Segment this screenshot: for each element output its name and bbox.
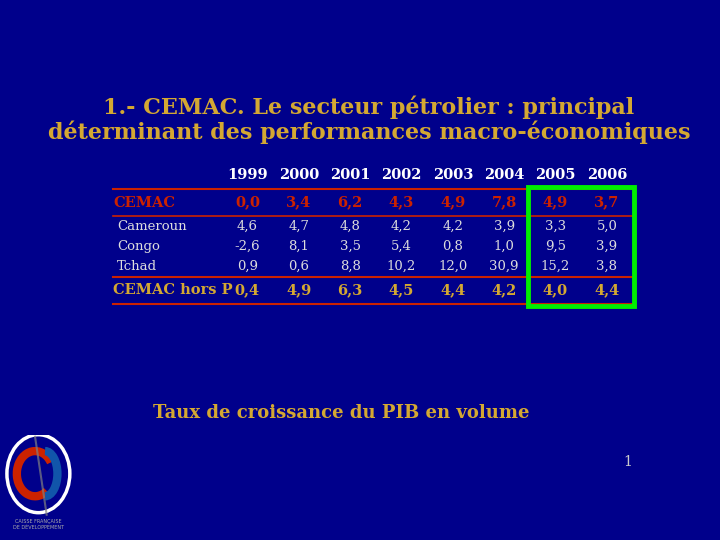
Text: 5,4: 5,4 [391,240,412,253]
Text: 15,2: 15,2 [541,260,570,273]
Text: Taux de croissance du PIB en volume: Taux de croissance du PIB en volume [153,404,529,422]
Text: 4,9: 4,9 [286,284,311,298]
Text: 4,4: 4,4 [440,284,465,298]
Text: 0,4: 0,4 [235,284,260,298]
Text: 3,3: 3,3 [545,220,566,233]
Text: 4,0: 4,0 [543,284,568,298]
Text: 2004: 2004 [484,168,524,182]
Text: 6,3: 6,3 [338,284,363,298]
Text: 4,9: 4,9 [543,195,568,210]
Text: 2000: 2000 [279,168,319,182]
Text: 0,9: 0,9 [237,260,258,273]
Text: 2003: 2003 [433,168,473,182]
Text: 4,6: 4,6 [237,220,258,233]
Text: 1,0: 1,0 [494,240,515,253]
Text: 1: 1 [624,455,632,469]
Text: 0,8: 0,8 [442,240,463,253]
Text: 10,2: 10,2 [387,260,416,273]
Text: 6,2: 6,2 [338,195,363,210]
Text: 4,2: 4,2 [391,220,412,233]
Text: 2002: 2002 [381,168,422,182]
Text: 0,0: 0,0 [235,195,260,210]
Text: 1999: 1999 [227,168,268,182]
Text: 1.- CEMAC. Le secteur pétrolier : principal: 1.- CEMAC. Le secteur pétrolier : princi… [104,96,634,119]
Text: 8,8: 8,8 [340,260,361,273]
Text: CEMAC hors P: CEMAC hors P [113,284,233,298]
Text: Congo: Congo [117,240,160,253]
Text: 4,5: 4,5 [389,284,414,298]
Text: CAISSE FRANÇAISE
DE DÉVELOPPEMENT: CAISSE FRANÇAISE DE DÉVELOPPEMENT [13,519,64,530]
Text: 4,3: 4,3 [389,195,414,210]
Text: 3,4: 3,4 [286,195,311,210]
Text: CEMAC: CEMAC [113,195,175,210]
Text: 5,0: 5,0 [596,220,617,233]
Text: 4,8: 4,8 [340,220,361,233]
Text: 9,5: 9,5 [545,240,566,253]
Text: 4,2: 4,2 [492,284,517,298]
Text: 2005: 2005 [535,168,576,182]
Text: déterminant des performances macro-économiques: déterminant des performances macro-écono… [48,120,690,144]
Text: 3,5: 3,5 [340,240,361,253]
Text: 4,9: 4,9 [440,195,465,210]
Text: 3,8: 3,8 [596,260,617,273]
Text: 3,7: 3,7 [594,195,619,210]
Text: 8,1: 8,1 [288,240,309,253]
Text: 3,9: 3,9 [494,220,515,233]
Text: 12,0: 12,0 [438,260,467,273]
Text: 4,4: 4,4 [594,284,619,298]
Text: Cameroun: Cameroun [117,220,186,233]
Text: 30,9: 30,9 [490,260,519,273]
Text: 2006: 2006 [587,168,627,182]
Text: 4,2: 4,2 [442,220,463,233]
Text: 3,9: 3,9 [596,240,617,253]
Text: 0,6: 0,6 [288,260,310,273]
Text: 2001: 2001 [330,168,370,182]
Text: Tchad: Tchad [117,260,157,273]
Bar [528,187,634,306]
Text: -2,6: -2,6 [235,240,260,253]
Text: 4,7: 4,7 [288,220,310,233]
Text: 7,8: 7,8 [492,195,517,210]
